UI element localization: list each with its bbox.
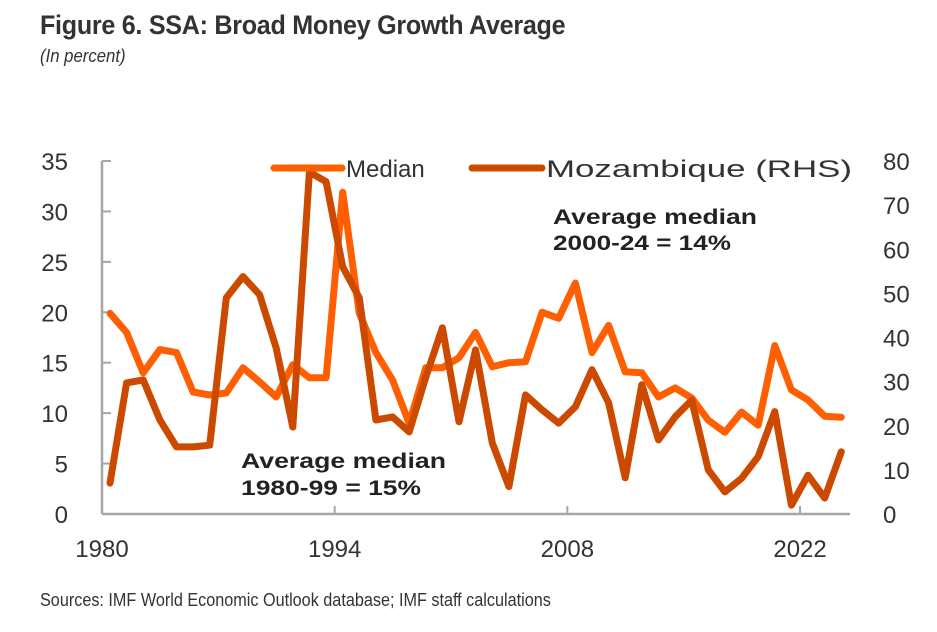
series-group	[106, 168, 845, 509]
x-axis-ticks: 1980 1994 2008 2022	[75, 506, 827, 563]
axes	[100, 161, 850, 516]
annotation-1980-99-line2: 1980-99 = 15%	[241, 477, 421, 500]
right-tick-label: 70	[883, 193, 910, 220]
left-tick-label: 15	[41, 351, 68, 378]
right-tick-label: 80	[883, 149, 910, 176]
right-tick-label: 20	[883, 414, 910, 441]
right-axis-ticks: 0 10 20 30 40 50 60 70 80	[883, 149, 910, 529]
left-tick-label: 5	[55, 452, 68, 479]
x-tick-label: 1994	[308, 536, 361, 563]
x-tick-label: 2022	[773, 536, 826, 563]
left-tick-label: 35	[41, 149, 68, 176]
annotation-2000-24-line2: 2000-24 = 14%	[553, 232, 731, 255]
annotation-1980-99: Average median 1980-99 = 15%	[241, 450, 446, 500]
left-tick-label: 0	[55, 502, 68, 529]
left-tick-label: 25	[41, 250, 68, 277]
right-tick-label: 10	[883, 458, 910, 485]
right-tick-label: 0	[883, 502, 896, 529]
x-tick-label: 2008	[541, 536, 594, 563]
x-tick-label: 1980	[75, 536, 128, 563]
right-tick-label: 30	[883, 370, 910, 397]
chart-title: Figure 6. SSA: Broad Money Growth Averag…	[40, 10, 566, 40]
left-tick-label: 30	[41, 199, 68, 226]
left-tick-label: 20	[41, 300, 68, 327]
annotation-1980-99-line1: Average median	[241, 450, 446, 473]
right-tick-label: 50	[883, 281, 910, 308]
left-tick-label: 10	[41, 401, 68, 428]
legend-label-mozambique: Mozambique (RHS)	[546, 156, 852, 183]
annotation-2000-24: Average median 2000-24 = 14%	[553, 206, 757, 255]
annotation-2000-24-line1: Average median	[553, 206, 757, 229]
source-note: Sources: IMF World Economic Outlook data…	[40, 590, 551, 610]
right-tick-label: 40	[883, 326, 910, 353]
right-tick-label: 60	[883, 237, 910, 264]
legend-label-median: Median	[346, 156, 425, 183]
legend: Median Mozambique (RHS)	[270, 156, 852, 183]
left-axis-ticks: 0 5 10 15 20 25 30 35	[41, 149, 111, 529]
chart-subtitle: (In percent)	[40, 46, 126, 66]
